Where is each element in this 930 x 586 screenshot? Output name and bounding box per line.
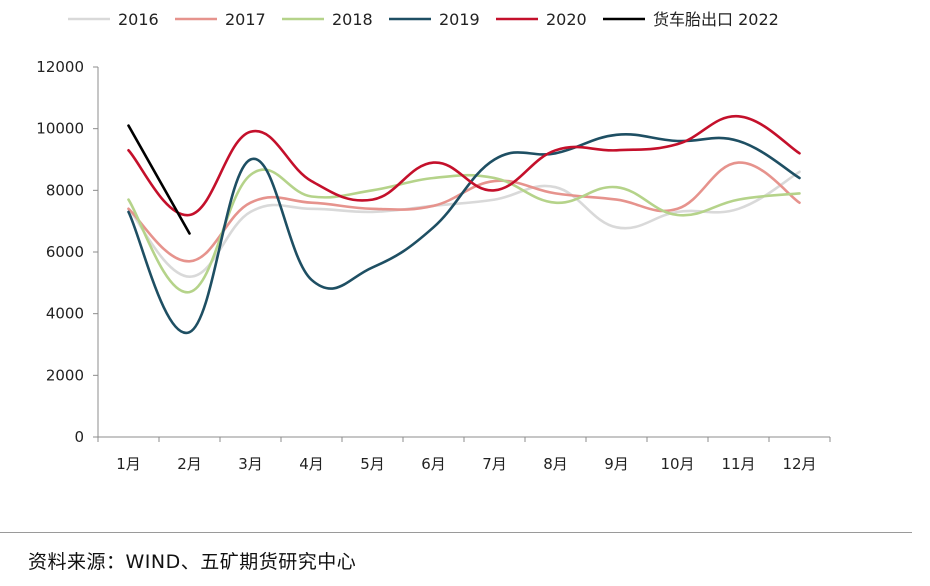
plot-lines bbox=[127, 114, 801, 334]
legend-label: 2020 bbox=[546, 10, 587, 29]
series-line-5 bbox=[127, 124, 191, 235]
x-tick-label: 12月 bbox=[782, 455, 816, 473]
series-line-0 bbox=[127, 170, 801, 279]
chart: 2016 2017 2018 2019 2020 货车胎出口 2022 0 2000 4000… bbox=[36, 10, 831, 473]
x-tick-label: 1月 bbox=[116, 455, 141, 473]
y-tick-label: 10000 bbox=[36, 120, 84, 138]
series-line-2 bbox=[127, 168, 801, 294]
x-tick-label: 7月 bbox=[482, 455, 507, 473]
y-tick-label: 12000 bbox=[36, 58, 84, 76]
x-tick-label: 10月 bbox=[660, 455, 694, 473]
x-axis: 1月 2月 3月 4月 5月 6月 7月 8月 9月 10月 11月 12月 bbox=[97, 436, 831, 473]
legend-label: 货车胎出口 2022 bbox=[653, 10, 779, 29]
legend: 2016 2017 2018 2019 2020 货车胎出口 2022 bbox=[68, 10, 779, 29]
x-tick-label: 3月 bbox=[238, 455, 263, 473]
y-axis: 0 2000 4000 6000 8000 10000 12000 bbox=[36, 58, 99, 446]
x-tick-label: 9月 bbox=[604, 455, 629, 473]
x-tick-label: 4月 bbox=[299, 455, 324, 473]
footer-divider bbox=[0, 532, 912, 533]
y-tick-label: 6000 bbox=[46, 243, 84, 261]
legend-label: 2017 bbox=[225, 10, 266, 29]
y-tick-label: 8000 bbox=[46, 181, 84, 199]
legend-label: 2019 bbox=[439, 10, 480, 29]
legend-label: 2018 bbox=[332, 10, 373, 29]
x-tick-label: 6月 bbox=[421, 455, 446, 473]
series-line-4 bbox=[127, 114, 801, 217]
x-tick-label: 8月 bbox=[543, 455, 568, 473]
y-tick-label: 0 bbox=[74, 428, 84, 446]
series-line-3 bbox=[127, 133, 801, 334]
legend-label: 2016 bbox=[118, 10, 159, 29]
y-tick-label: 2000 bbox=[46, 366, 84, 384]
x-tick-label: 11月 bbox=[721, 455, 755, 473]
source-note: 资料来源：WIND、五矿期货研究中心 bbox=[28, 551, 357, 573]
y-tick-label: 4000 bbox=[46, 305, 84, 323]
x-tick-label: 5月 bbox=[360, 455, 385, 473]
x-tick-label: 2月 bbox=[177, 455, 202, 473]
